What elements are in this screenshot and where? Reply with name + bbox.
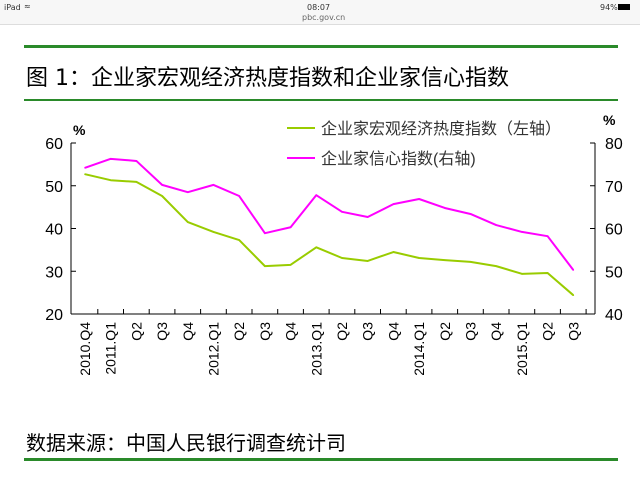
data-point bbox=[84, 173, 86, 176]
bottom-rule bbox=[24, 458, 618, 461]
x-tick-label: Q2 bbox=[540, 322, 556, 341]
data-point bbox=[135, 160, 138, 162]
right-tick-label: 50 bbox=[605, 264, 623, 281]
legend-label-1: 企业家宏观经济热度指数（左轴） bbox=[321, 120, 561, 138]
x-tick-label: Q3 bbox=[154, 322, 170, 341]
wifi-icon: ≈ bbox=[24, 2, 31, 11]
x-tick-label: 2012.Q1 bbox=[206, 322, 222, 376]
x-tick-label: Q3 bbox=[360, 322, 376, 341]
data-point bbox=[109, 179, 112, 181]
data-point bbox=[521, 231, 523, 233]
page-title: 图 1：企业家宏观经济热度指数和企业家信心指数 bbox=[26, 66, 509, 91]
left-tick-label: 60 bbox=[45, 136, 63, 153]
data-point bbox=[341, 211, 343, 213]
x-tick-label: Q3 bbox=[463, 322, 479, 341]
title-rule bbox=[24, 99, 618, 101]
data-point bbox=[366, 260, 369, 262]
x-tick-label: Q3 bbox=[257, 322, 273, 341]
data-point bbox=[238, 195, 240, 197]
right-tick-label: 70 bbox=[605, 179, 623, 196]
data-point bbox=[161, 184, 163, 186]
data-point bbox=[469, 213, 472, 215]
battery-percent: 94% bbox=[600, 3, 618, 12]
left-tick-label: 20 bbox=[45, 307, 63, 324]
data-point bbox=[392, 251, 395, 253]
data-point bbox=[444, 207, 446, 209]
left-tick-label: 30 bbox=[45, 264, 63, 281]
left-tick-label: 50 bbox=[45, 179, 63, 196]
data-point bbox=[546, 235, 549, 237]
series-line-1 bbox=[84, 173, 574, 296]
data-point bbox=[521, 273, 523, 275]
x-tick-label: Q2 bbox=[437, 322, 453, 341]
data-point bbox=[238, 239, 240, 241]
data-point bbox=[212, 231, 215, 233]
data-point bbox=[264, 265, 266, 267]
x-tick-label: Q4 bbox=[283, 322, 299, 341]
clock: 08:07 bbox=[307, 3, 331, 12]
data-point bbox=[187, 191, 189, 193]
right-tick-label: 80 bbox=[605, 136, 623, 153]
data-point bbox=[495, 265, 498, 267]
data-point bbox=[341, 257, 343, 259]
data-point bbox=[212, 184, 215, 186]
right-axis-unit: % bbox=[603, 112, 616, 128]
x-tick-label: 2015.Q1 bbox=[514, 322, 530, 376]
x-tick-label: 2011.Q1 bbox=[103, 322, 119, 375]
data-point bbox=[187, 221, 189, 223]
right-tick-label: 60 bbox=[605, 222, 623, 239]
data-point bbox=[392, 203, 395, 205]
data-point bbox=[572, 294, 575, 296]
x-tick-label: Q4 bbox=[488, 322, 504, 341]
data-point bbox=[135, 181, 138, 183]
x-tick-label: Q3 bbox=[565, 322, 581, 341]
data-point bbox=[84, 166, 86, 169]
data-point bbox=[161, 195, 163, 197]
data-point bbox=[289, 264, 292, 266]
data-point bbox=[495, 224, 498, 226]
data-point bbox=[109, 158, 112, 160]
left-axis-unit: % bbox=[73, 122, 86, 138]
battery-icon bbox=[618, 4, 630, 10]
source-note: 数据来源：中国人民银行调查统计司 bbox=[26, 431, 346, 455]
series-line-2 bbox=[84, 157, 575, 271]
data-point bbox=[418, 198, 420, 200]
x-tick-label: Q4 bbox=[180, 322, 196, 341]
x-tick-label: 2014.Q1 bbox=[411, 322, 427, 376]
left-tick-label: 40 bbox=[45, 222, 63, 239]
top-rule bbox=[24, 45, 618, 48]
x-tick-label: 2010.Q4 bbox=[77, 322, 93, 376]
data-point bbox=[444, 259, 446, 261]
legend-label-2: 企业家信心指数(右轴) bbox=[321, 150, 476, 168]
data-point bbox=[366, 216, 369, 218]
data-point bbox=[315, 194, 318, 196]
data-point bbox=[469, 261, 472, 263]
data-point bbox=[315, 246, 318, 249]
data-point bbox=[264, 232, 266, 235]
data-point bbox=[418, 257, 420, 259]
status-bar: iPad ≈ 08:07 pbc.gov.cn 94% bbox=[0, 0, 640, 25]
x-tick-label: Q2 bbox=[231, 322, 247, 341]
x-tick-label: Q2 bbox=[334, 322, 350, 341]
device-label: iPad bbox=[4, 3, 21, 12]
url-label[interactable]: pbc.gov.cn bbox=[302, 13, 346, 22]
data-point bbox=[546, 272, 549, 274]
data-point bbox=[572, 269, 575, 271]
data-point bbox=[289, 226, 292, 229]
x-tick-label: Q4 bbox=[385, 322, 401, 341]
right-tick-label: 40 bbox=[605, 307, 623, 324]
x-tick-label: 2013.Q1 bbox=[308, 322, 324, 376]
x-tick-label: Q2 bbox=[128, 322, 144, 341]
